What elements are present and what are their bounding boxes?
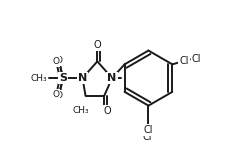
Text: N: N bbox=[107, 73, 116, 83]
Text: O: O bbox=[52, 57, 59, 66]
Text: Cl: Cl bbox=[142, 132, 152, 142]
Text: CH₃: CH₃ bbox=[30, 74, 47, 83]
Text: O: O bbox=[55, 91, 62, 100]
Text: N: N bbox=[107, 73, 116, 83]
Text: O: O bbox=[93, 40, 101, 50]
Text: N: N bbox=[78, 73, 87, 83]
Text: Cl: Cl bbox=[143, 125, 152, 135]
Text: O: O bbox=[93, 40, 101, 50]
Text: O: O bbox=[103, 106, 110, 116]
Text: S: S bbox=[59, 73, 67, 83]
Text: CH₃: CH₃ bbox=[72, 106, 88, 115]
Text: Cl: Cl bbox=[191, 54, 201, 64]
Text: S: S bbox=[59, 73, 67, 83]
Text: N: N bbox=[78, 73, 87, 83]
Text: O: O bbox=[103, 106, 110, 116]
Text: O: O bbox=[55, 56, 62, 65]
Text: Cl: Cl bbox=[178, 56, 188, 66]
Text: O: O bbox=[52, 90, 59, 99]
